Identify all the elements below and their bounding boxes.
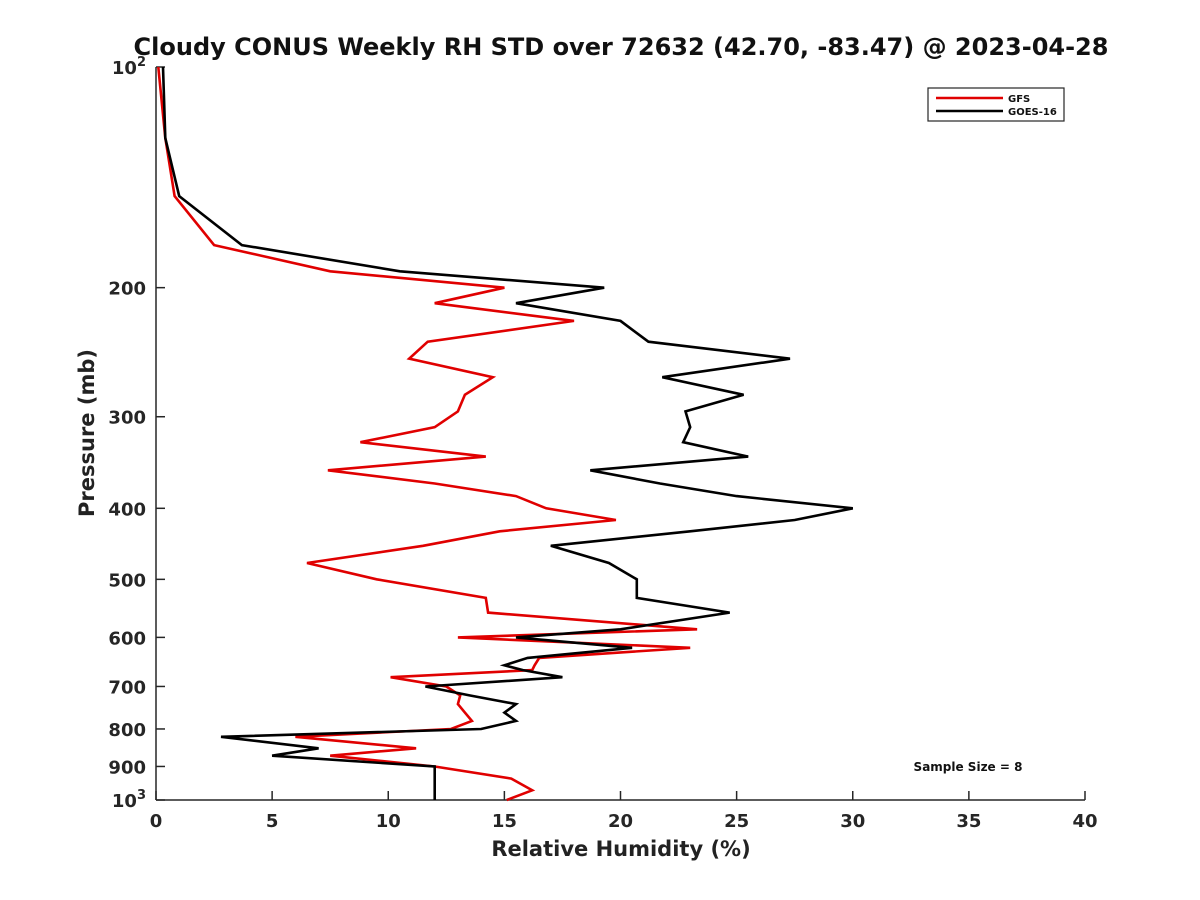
y-axis-label: Pressure (mb): [75, 349, 99, 517]
sample-size-annotation: Sample Size = 8: [914, 760, 1023, 774]
y-tick-label: 700: [108, 677, 146, 698]
y-tick-label: 600: [108, 628, 146, 649]
x-tick-label: 25: [724, 811, 749, 832]
legend-label: GOES-16: [1008, 107, 1057, 118]
x-axis-label: Relative Humidity (%): [491, 837, 750, 861]
y-tick-label: 800: [108, 720, 146, 741]
x-tick-label: 35: [956, 811, 981, 832]
y-tick-label: 200: [108, 279, 146, 300]
x-tick-label: 30: [840, 811, 865, 832]
y-tick-label: 102: [112, 55, 146, 79]
y-tick-label: 500: [108, 570, 146, 591]
legend-label: GFS: [1008, 94, 1030, 105]
x-tick-label: 0: [150, 811, 163, 832]
y-tick-label: 900: [108, 757, 146, 778]
x-tick-label: 10: [376, 811, 401, 832]
series-line-goes-16: [161, 66, 854, 800]
plot-area: 0 5 10 15 20 25 30 35 40 102 200 300 400 500 600 700 800…: [108, 55, 1097, 832]
y-tick-label: 300: [108, 408, 146, 429]
y-tick-label: 400: [108, 499, 146, 520]
legend-box: [927, 87, 1065, 122]
legend: GFS GOES-16: [927, 87, 1065, 122]
x-tick-label: 5: [266, 811, 279, 832]
y-tick-label: 103: [112, 788, 146, 812]
series-line-gfs: [157, 66, 698, 802]
x-tick-label: 15: [492, 811, 517, 832]
x-tick-label: 40: [1072, 811, 1097, 832]
x-tick-label: 20: [608, 811, 633, 832]
chart-title: Cloudy CONUS Weekly RH STD over 72632 (4…: [134, 33, 1109, 61]
